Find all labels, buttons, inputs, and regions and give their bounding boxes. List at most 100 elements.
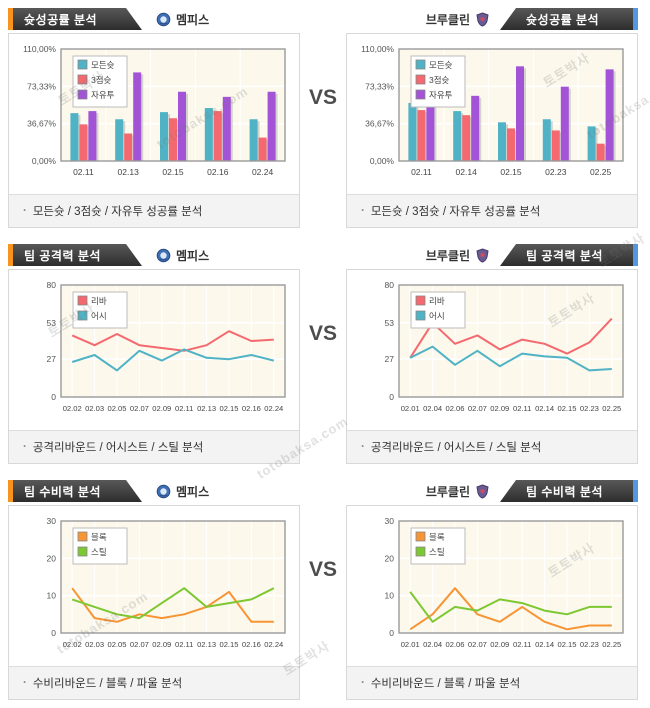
svg-text:02.11: 02.11 — [513, 640, 531, 649]
section-tab-shooting-right: 슛성공률 분석 — [500, 8, 638, 30]
svg-text:02.01: 02.01 — [401, 404, 420, 413]
team-right-label: 브루클린 — [426, 483, 490, 500]
svg-text:02.06: 02.06 — [445, 404, 464, 413]
section-tab-shooting-left: 슛성공률 분석 — [8, 8, 142, 30]
svg-text:02.04: 02.04 — [423, 404, 442, 413]
analysis-row-offense: 팀 공격력 분석 멤피스 0 27 53 80 02.02 02.03 02.05 02.07… — [8, 244, 642, 464]
svg-text:110,00%: 110,00% — [361, 44, 394, 54]
chart-caption: · 모든슛 / 3점슛 / 자유투 성공률 분석 — [9, 194, 299, 227]
memphis-logo-icon — [156, 484, 171, 499]
svg-text:02.02: 02.02 — [63, 404, 82, 413]
svg-text:53: 53 — [385, 318, 395, 328]
svg-text:3점슛: 3점슛 — [429, 75, 450, 85]
svg-text:02.07: 02.07 — [130, 404, 149, 413]
caption-text: 모든슛 / 3점슛 / 자유투 성공률 분석 — [370, 206, 541, 218]
chart-caption: · 공격리바운드 / 어시스트 / 스틸 분석 — [9, 430, 299, 463]
svg-text:02.11: 02.11 — [73, 167, 94, 177]
section-tab-offense-left: 팀 공격력 분석 — [8, 244, 142, 266]
bullet: · — [361, 677, 365, 689]
bullet: · — [23, 205, 27, 217]
svg-text:02.06: 02.06 — [445, 640, 464, 649]
svg-text:0: 0 — [51, 392, 56, 402]
team-right-label: 브루클린 — [426, 11, 490, 28]
svg-text:02.14: 02.14 — [456, 167, 478, 177]
section-title: 팀 수비력 분석 — [526, 484, 603, 499]
analysis-row-defense: 팀 수비력 분석 멤피스 0 10 20 30 02.02 02.03 02.05 02.07… — [8, 480, 642, 700]
svg-text:02.02: 02.02 — [63, 640, 82, 649]
svg-text:10: 10 — [385, 591, 395, 601]
svg-text:02.14: 02.14 — [535, 404, 554, 413]
svg-text:블록: 블록 — [429, 532, 445, 542]
svg-text:80: 80 — [47, 280, 57, 290]
svg-text:스틸: 스틸 — [91, 547, 107, 557]
svg-text:73,33%: 73,33% — [365, 81, 394, 91]
line-chart-offense-memphis: 0 27 53 80 02.02 02.03 02.05 02.07 02.09 02.11 02.… — [47, 280, 286, 413]
svg-text:10: 10 — [47, 591, 57, 601]
svg-text:02.16: 02.16 — [242, 640, 261, 649]
bar-chart-shooting-brooklyn: 0,00% 36,67% 73,33% 110,00% 02.11 02.14 02.15 0… — [361, 44, 624, 177]
svg-text:02.05: 02.05 — [107, 640, 126, 649]
chart-panel: 0 27 53 80 02.02 02.03 02.05 02.07 02.09 02.11 02.… — [8, 269, 300, 464]
chart-panel: 0 10 20 30 02.01 02.04 02.06 02.07 02.09 02.11 02.… — [346, 505, 638, 700]
vs-label: VS — [308, 558, 337, 581]
orange-accent-bar — [8, 244, 13, 266]
team-left-label: 멤피스 — [156, 247, 209, 264]
svg-text:80: 80 — [385, 280, 395, 290]
svg-text:0: 0 — [51, 628, 56, 638]
team-left-label: 멤피스 — [156, 483, 209, 500]
svg-text:53: 53 — [47, 318, 57, 328]
orange-accent-bar — [8, 480, 13, 502]
svg-text:02.16: 02.16 — [207, 167, 229, 177]
svg-text:02.13: 02.13 — [197, 404, 216, 413]
svg-text:110,00%: 110,00% — [23, 44, 56, 54]
svg-text:02.25: 02.25 — [602, 640, 621, 649]
svg-text:리바: 리바 — [91, 296, 107, 306]
caption-text: 수비리바운드 / 블록 / 파울 분석 — [32, 678, 183, 690]
svg-text:27: 27 — [385, 354, 395, 364]
svg-text:02.07: 02.07 — [130, 640, 149, 649]
svg-text:모든슛: 모든슛 — [429, 60, 453, 70]
svg-text:02.15: 02.15 — [162, 167, 184, 177]
line-chart-offense-brooklyn: 0 27 53 80 02.01 02.04 02.06 02.07 02.09 02.11 02.… — [385, 280, 624, 413]
bullet: · — [23, 677, 27, 689]
svg-text:02.04: 02.04 — [423, 640, 442, 649]
memphis-logo-icon — [156, 12, 171, 27]
section-tab-offense-right: 팀 공격력 분석 — [500, 244, 638, 266]
svg-text:02.24: 02.24 — [264, 404, 283, 413]
team-name: 멤피스 — [176, 484, 210, 499]
bullet: · — [23, 441, 27, 453]
svg-text:02.11: 02.11 — [411, 167, 432, 177]
svg-text:02.11: 02.11 — [175, 640, 193, 649]
section-tab-defense-left: 팀 수비력 분석 — [8, 480, 142, 502]
svg-text:0: 0 — [389, 628, 394, 638]
section-title: 팀 공격력 분석 — [24, 248, 101, 263]
brooklyn-logo-icon — [475, 483, 490, 499]
svg-text:02.25: 02.25 — [602, 404, 621, 413]
svg-text:36,67%: 36,67% — [365, 119, 394, 129]
caption-text: 모든슛 / 3점슛 / 자유투 성공률 분석 — [32, 206, 203, 218]
analysis-row-shooting: 슛성공률 분석 멤피스 0,00% 36,67% 73,33% 110,00% 02.1… — [8, 8, 642, 228]
section-title: 슛성공률 분석 — [526, 12, 600, 27]
chart-caption: · 수비리바운드 / 블록 / 파울 분석 — [347, 666, 637, 699]
chart-panel: 0,00% 36,67% 73,33% 110,00% 02.11 02.14 02.15 0… — [346, 33, 638, 228]
svg-text:0,00%: 0,00% — [32, 156, 57, 166]
svg-text:02.01: 02.01 — [401, 640, 420, 649]
svg-text:스틸: 스틸 — [429, 547, 445, 557]
section-title: 팀 수비력 분석 — [24, 484, 101, 499]
bullet: · — [361, 441, 365, 453]
blue-accent-bar — [633, 480, 638, 502]
brooklyn-logo-icon — [475, 247, 490, 263]
svg-text:20: 20 — [47, 553, 57, 563]
blue-accent-bar — [633, 8, 638, 30]
svg-text:02.15: 02.15 — [219, 404, 238, 413]
svg-text:어시: 어시 — [91, 311, 107, 321]
caption-text: 공격리바운드 / 어시스트 / 스틸 분석 — [370, 442, 542, 454]
svg-text:02.16: 02.16 — [242, 404, 261, 413]
svg-text:02.07: 02.07 — [468, 404, 487, 413]
team-name: 멤피스 — [176, 12, 210, 27]
chart-panel: 0 27 53 80 02.01 02.04 02.06 02.07 02.09 02.11 02.… — [346, 269, 638, 464]
svg-text:20: 20 — [385, 553, 395, 563]
svg-text:02.09: 02.09 — [490, 640, 509, 649]
svg-text:0,00%: 0,00% — [370, 156, 395, 166]
